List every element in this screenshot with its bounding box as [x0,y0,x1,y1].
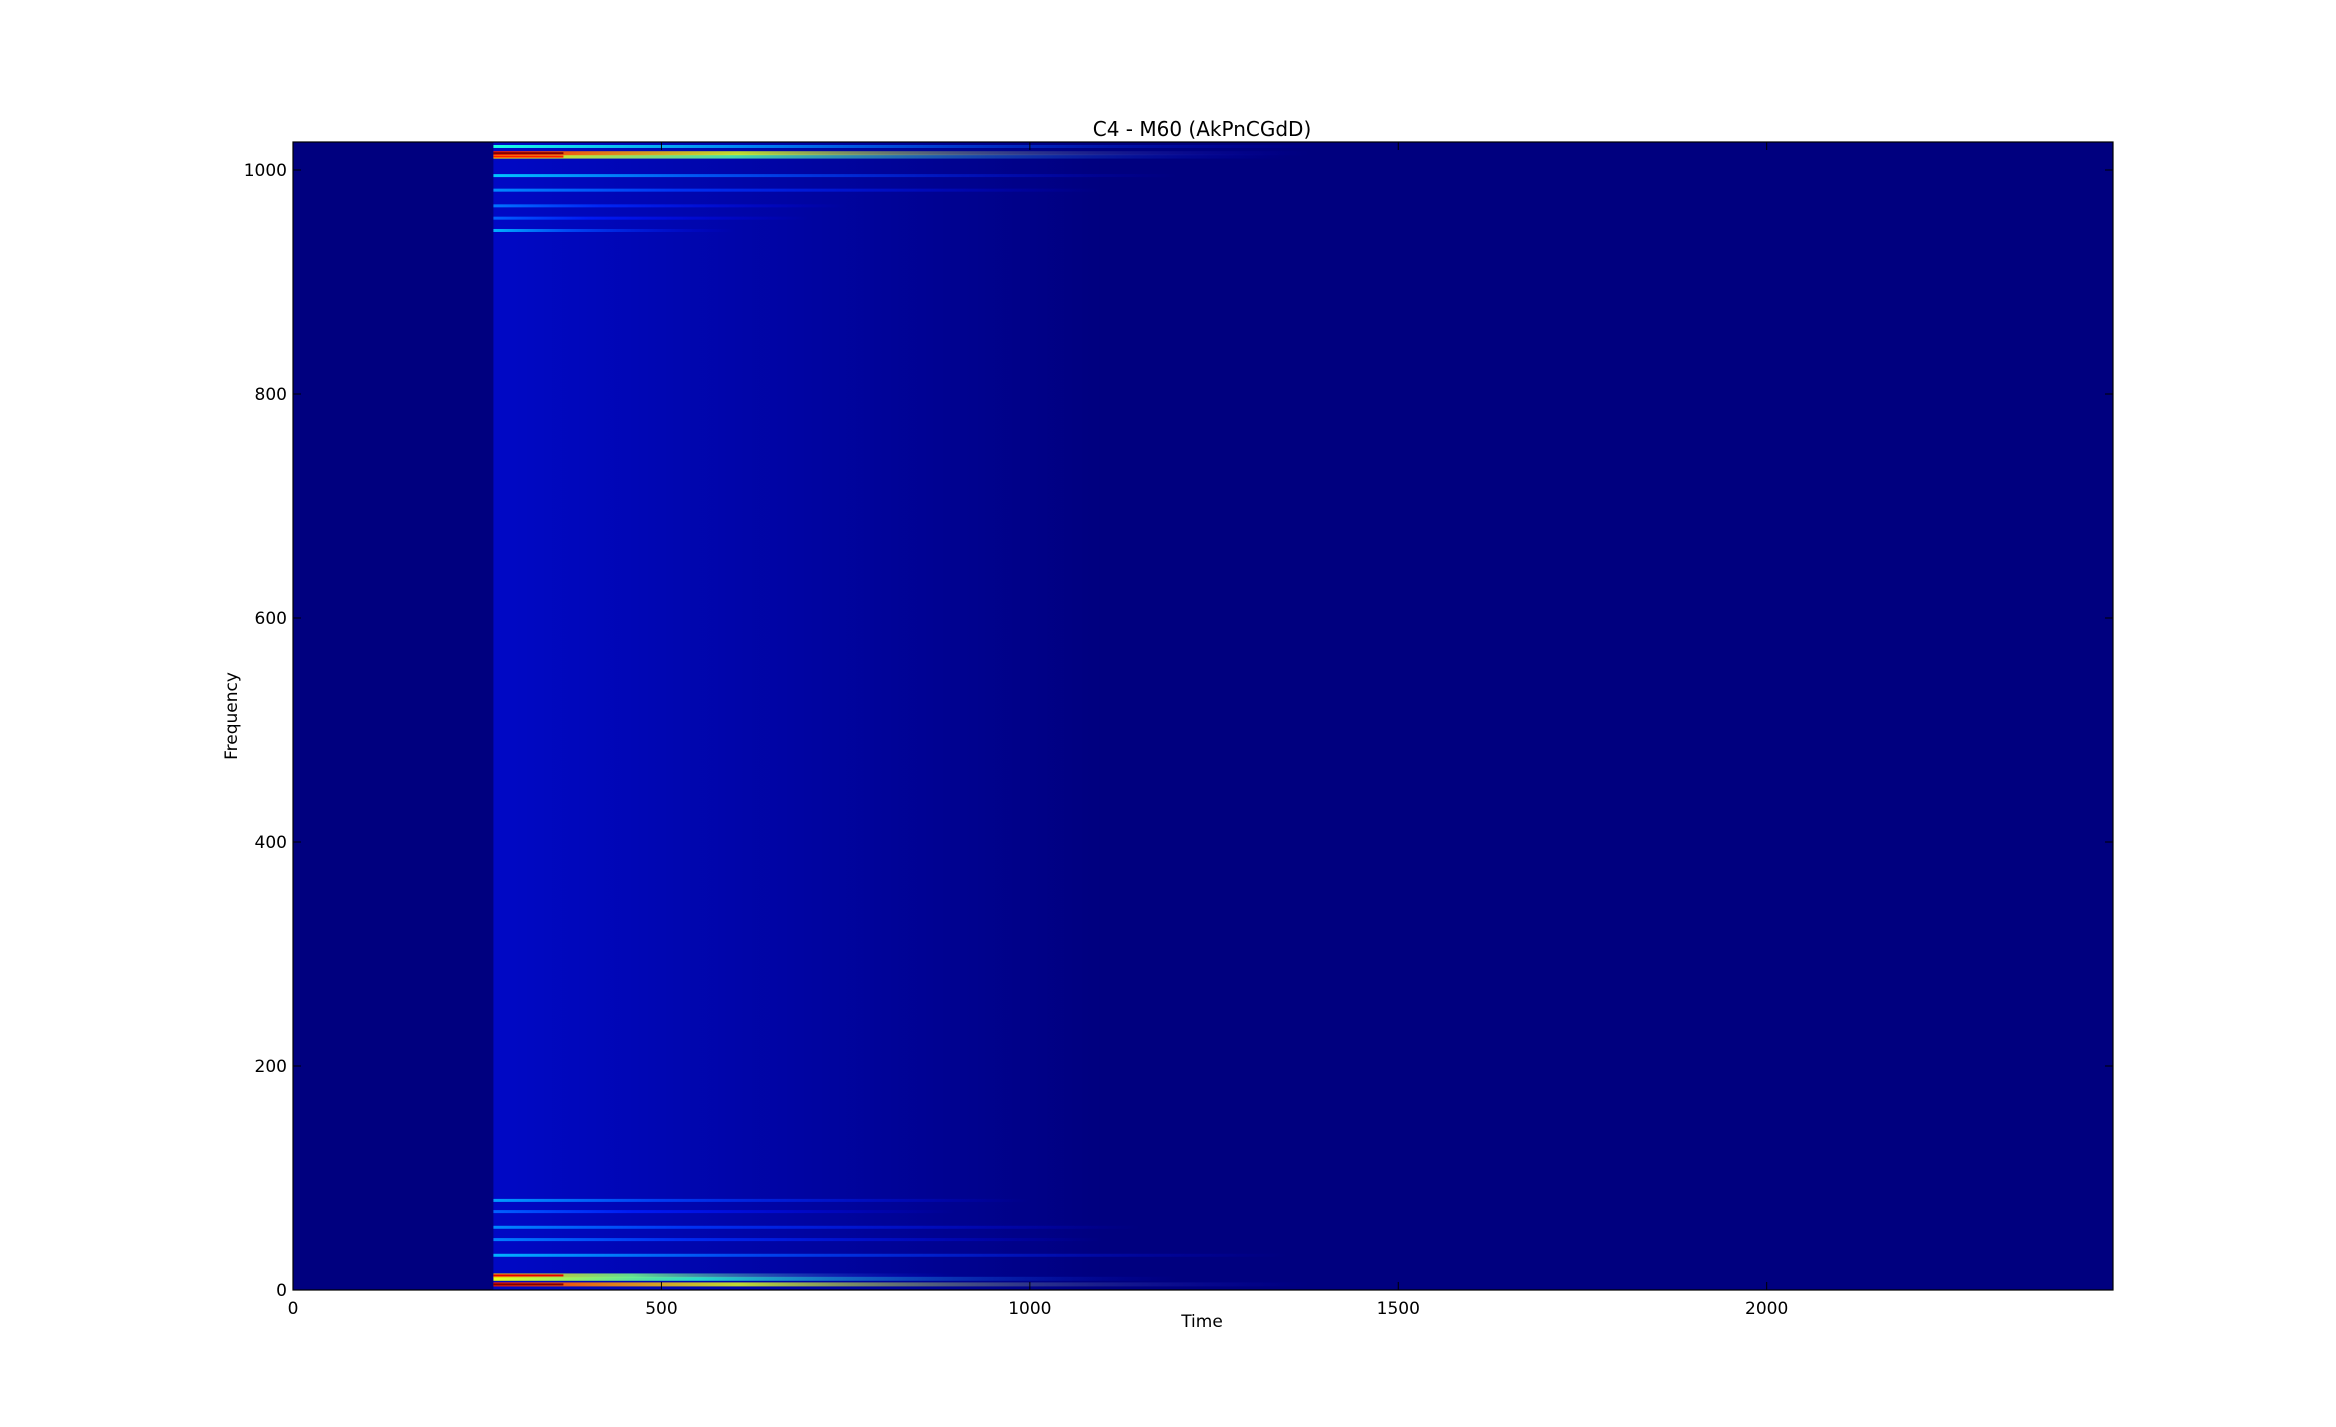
spectral-band [493,1273,957,1278]
spectral-band [493,151,1310,156]
y-axis-title: Frequency [222,672,242,760]
spectral-band [493,1253,1288,1257]
spectral-band [493,1198,1030,1202]
band-onset-peak [493,152,564,155]
spectral-band [493,216,809,220]
spectral-band [493,1238,1104,1242]
x-tick-label: 2000 [1745,1299,1788,1319]
spectral-band [493,188,1104,192]
spectral-band [493,1282,1310,1287]
x-tick-label: 0 [288,1299,299,1319]
spectral-band [493,228,736,232]
plot-frame [292,141,2114,1291]
y-tick-label: 600 [255,609,287,629]
spectral-band [493,154,1288,159]
y-tick-label: 400 [255,833,287,853]
chart-title: C4 - M60 (AkPnCGdD) [1093,117,1312,141]
spectral-band [493,1276,1178,1281]
band-onset-peak [493,1274,564,1277]
band-onset-peak [493,1283,564,1286]
onset-wash [493,142,1104,1290]
x-tick-label: 1000 [1008,1299,1051,1319]
plot-area [292,141,2114,1291]
y-tick-label: 1000 [244,161,287,181]
y-axis: 0 200 400 600 800 1000 [244,161,2113,1301]
spectral-bands [493,142,1325,1290]
x-tick-label: 500 [645,1299,677,1319]
x-tick-label: 1500 [1377,1299,1420,1319]
y-tick-label: 0 [276,1281,287,1301]
spectral-band [493,144,1325,148]
spectral-band [493,204,846,208]
y-tick-label: 800 [255,385,287,405]
spectral-band [493,1210,957,1214]
spectral-band [493,1225,1141,1229]
y-tick-label: 200 [255,1057,287,1077]
spectral-band [493,174,1178,178]
x-axis-title: Time [1180,1312,1223,1332]
band-onset-peak [493,155,564,158]
x-axis: 0 500 1000 1500 2000 [288,142,1788,1319]
